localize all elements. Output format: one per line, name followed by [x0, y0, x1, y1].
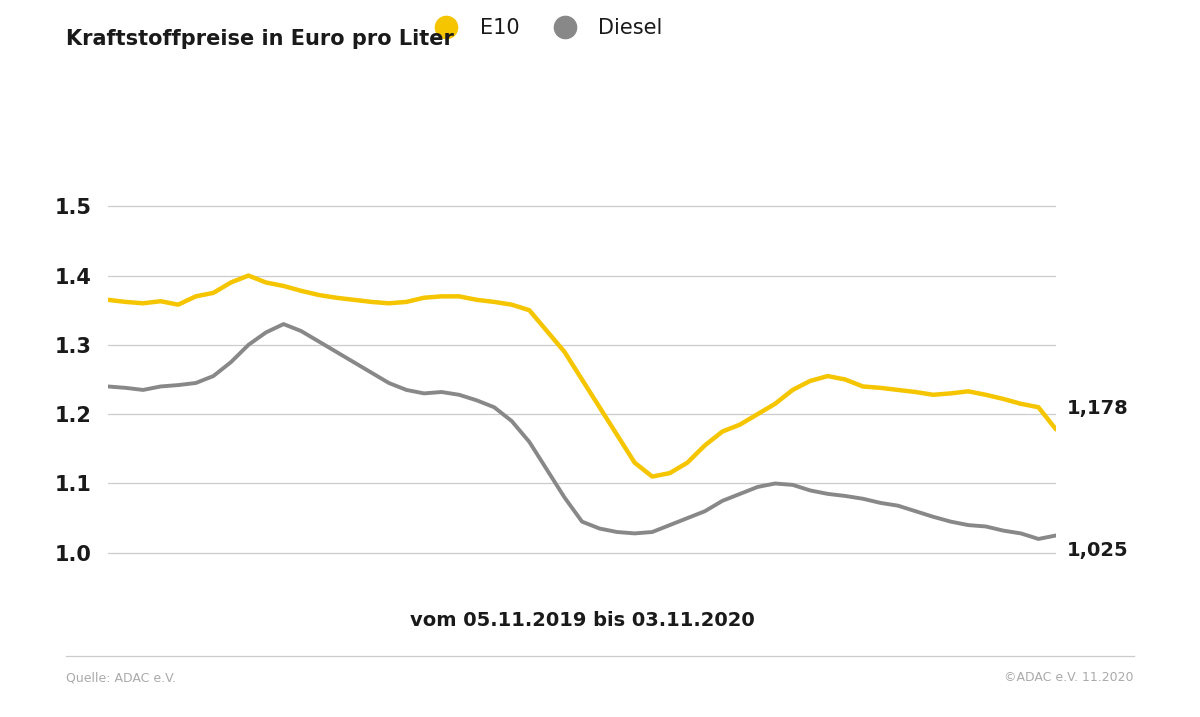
Text: Quelle: ADAC e.V.: Quelle: ADAC e.V. [66, 671, 176, 684]
Text: 1,025: 1,025 [1067, 541, 1129, 560]
Legend: E10, Diesel: E10, Diesel [418, 10, 671, 47]
Text: vom 05.11.2019 bis 03.11.2020: vom 05.11.2019 bis 03.11.2020 [409, 611, 755, 630]
Text: ©ADAC e.V. 11.2020: ©ADAC e.V. 11.2020 [1004, 671, 1134, 684]
Text: Kraftstoffpreise in Euro pro Liter: Kraftstoffpreise in Euro pro Liter [66, 29, 454, 49]
Text: 1,178: 1,178 [1067, 399, 1129, 418]
